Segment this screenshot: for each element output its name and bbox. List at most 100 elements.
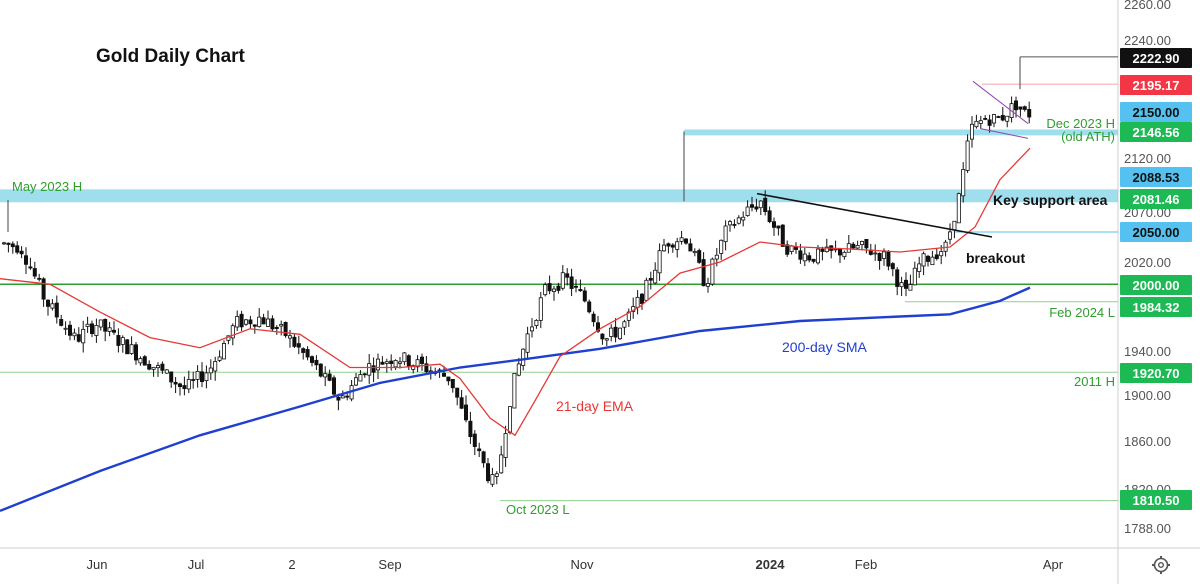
candle: [525, 326, 530, 360]
price-badge: 2050.00: [1120, 222, 1192, 242]
candle: [811, 258, 816, 264]
y-tick-label: 1900.00: [1124, 388, 1171, 403]
candle: [191, 371, 196, 389]
candle: [160, 361, 165, 374]
candle: [824, 238, 829, 253]
candle: [19, 246, 24, 259]
candle: [886, 250, 891, 271]
candle: [375, 353, 380, 379]
candle: [133, 341, 138, 365]
x-tick-label: Jul: [188, 557, 205, 572]
candle: [675, 237, 680, 258]
candle: [745, 200, 750, 217]
candle: [72, 328, 77, 341]
candle: [772, 217, 777, 236]
candle: [679, 230, 684, 245]
candle: [974, 114, 979, 129]
candle: [142, 355, 147, 366]
y-tick-label: 2260.00: [1124, 0, 1171, 12]
candle: [107, 321, 112, 337]
candle: [648, 271, 653, 290]
gear-icon[interactable]: [1152, 556, 1170, 574]
candle: [138, 356, 143, 366]
price-badge: 2146.56: [1120, 122, 1192, 142]
candle: [640, 293, 645, 310]
candle: [618, 327, 623, 340]
candle: [173, 377, 178, 394]
candle: [68, 320, 73, 341]
candle: [393, 359, 398, 371]
candle: [860, 240, 865, 251]
candle: [851, 241, 856, 250]
candle: [719, 239, 724, 261]
candle: [499, 445, 504, 474]
candle: [380, 356, 385, 365]
candle: [112, 321, 117, 335]
candle: [199, 362, 204, 388]
candle: [490, 467, 495, 487]
x-axis-ticks: Jun Jul 2 Sep Nov 2024 Feb Apr: [87, 557, 1064, 572]
candle: [706, 277, 711, 293]
candle: [468, 411, 473, 444]
candle: [965, 134, 970, 173]
candle: [305, 346, 310, 361]
candle: [257, 308, 262, 328]
candle: [186, 370, 191, 394]
candle: [353, 372, 358, 386]
candle: [609, 324, 614, 342]
price-badge-label: 1810.50: [1133, 493, 1180, 508]
y-tick-label: 1788.00: [1124, 521, 1171, 536]
candle: [547, 275, 552, 295]
candle: [265, 310, 270, 327]
drawings-layer: [756, 80, 1029, 238]
x-tick-label: Sep: [378, 557, 401, 572]
old-ath-label: (old ATH): [1061, 129, 1115, 144]
candle: [46, 299, 51, 316]
candle: [15, 241, 20, 255]
candle: [653, 262, 658, 285]
candle: [1005, 115, 1010, 128]
dec-high-label: Dec 2023 H: [1046, 116, 1115, 131]
candle: [983, 115, 988, 121]
candle: [336, 393, 341, 411]
candle: [50, 299, 55, 311]
y-tick-label: 1940.00: [1124, 344, 1171, 359]
price-badge: 2081.46: [1120, 189, 1192, 209]
candle: [314, 355, 319, 371]
candle: [820, 246, 825, 261]
candle: [692, 248, 697, 257]
wedge-upper-line: [972, 80, 1029, 124]
candle: [728, 219, 733, 232]
candle: [397, 356, 402, 369]
price-badge: 2150.00: [1120, 102, 1192, 122]
candle: [129, 336, 134, 355]
candle: [81, 320, 86, 353]
may-high-label: May 2023 H: [12, 179, 82, 194]
candle: [666, 242, 671, 254]
x-tick-label: Apr: [1043, 557, 1064, 572]
candle: [41, 277, 46, 307]
candle: [754, 198, 759, 212]
candle: [116, 328, 121, 353]
candle: [472, 430, 477, 456]
candle: [384, 358, 389, 373]
y-tick-label: 2240.00: [1124, 33, 1171, 48]
ema-21-line: [0, 147, 1031, 437]
candle: [587, 299, 592, 314]
oct-low-label: Oct 2023 L: [506, 502, 570, 517]
candle: [710, 257, 715, 286]
candle: [921, 251, 926, 276]
candle: [103, 318, 108, 342]
candle: [507, 406, 512, 435]
key-support-zone: [0, 189, 1118, 203]
candle: [446, 376, 451, 386]
candle: [485, 458, 490, 484]
price-badge: 2000.00: [1120, 275, 1192, 295]
y-tick-label: 2020.00: [1124, 255, 1171, 270]
candle: [318, 363, 323, 378]
candle: [842, 250, 847, 260]
moving-averages-layer: [0, 147, 1031, 513]
candle: [701, 252, 706, 287]
chart-title: Gold Daily Chart: [96, 46, 246, 67]
candle: [463, 395, 468, 423]
